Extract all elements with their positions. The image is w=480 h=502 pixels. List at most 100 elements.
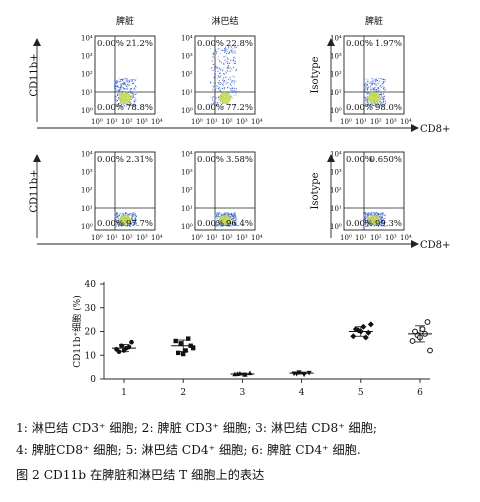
event-dot [125,91,127,93]
event-dot [376,212,378,214]
y-tick-label: 10³ [81,169,93,177]
event-dot [117,94,119,96]
event-dot [114,81,116,83]
event-dot [217,75,219,77]
x-tick-label: 10³ [236,234,248,242]
arrow-head [33,154,41,162]
event-dot [233,80,235,82]
event-dot [116,212,118,214]
event-dot [222,214,224,216]
event-dot [115,85,117,87]
event-dot [223,81,225,83]
event-dot [131,93,133,95]
event-dot [366,82,368,84]
event-dot [118,91,120,93]
event-dot [368,213,370,215]
event-dot [114,87,116,89]
event-dot [128,105,130,107]
event-dot [370,225,372,227]
event-dot [224,47,226,49]
event-dot [131,79,133,81]
event-dot [377,225,379,227]
event-dot [214,215,216,217]
event-dot [372,87,374,89]
event-dot [116,104,118,106]
event-dot [382,83,384,85]
event-dot [231,59,233,61]
event-dot [213,92,215,94]
event-dot [128,84,130,86]
event-dot [377,104,379,106]
event-dot [224,214,226,216]
event-dot [220,82,222,84]
event-dot [384,89,386,91]
event-dot [233,216,235,218]
event-dot [135,91,137,93]
event-dot [218,89,220,91]
event-dot [220,69,222,71]
x-tick-label: 10⁴ [400,118,412,126]
x-tick-label: 10³ [136,118,148,126]
event-dot [380,93,382,95]
event-dot [220,224,222,226]
event-dot [117,215,119,217]
event-dot [132,217,134,219]
event-dot [234,52,236,54]
event-dot [119,212,121,214]
event-dot [230,217,232,219]
event-dot [381,217,383,219]
event-dot [126,84,128,86]
event-dot [124,78,126,80]
event-dot [234,47,236,49]
data-point [183,348,188,353]
event-dot [227,212,229,214]
event-dot [227,79,229,81]
event-dot [232,217,234,219]
event-dot [364,212,366,214]
event-dot [215,214,217,216]
event-dot [116,84,118,86]
event-dot [121,90,123,92]
q-upper-left: 0.00% [197,39,224,49]
event-dot [218,222,220,224]
event-dot [210,104,212,106]
x-tick-label: 10² [370,118,382,126]
event-dot [366,214,368,216]
event-dot [116,95,118,97]
event-dot [366,84,368,86]
event-dot [371,103,373,105]
event-dot [234,219,236,221]
event-dot [374,79,376,81]
event-dot [366,87,368,89]
event-dot [114,103,116,105]
event-dot [119,105,121,107]
event-dot [215,213,217,215]
q-lower-left: 0.00% [346,103,373,113]
event-dot [377,103,379,105]
event-dot [133,89,135,91]
panel-frame [194,151,256,231]
event-dot [217,102,219,104]
event-dot [220,53,222,55]
event-dot [127,87,129,89]
row-xlabel: CD8+ [420,124,450,135]
panel-title: 淋巴结 [211,15,238,27]
event-dot [218,219,220,221]
event-dot [219,68,221,70]
event-dot [372,88,374,90]
event-dot [117,93,119,95]
event-dot [218,222,220,224]
y-tick-label: 10⁴ [330,34,342,42]
event-dot [214,217,216,219]
event-dot [372,104,374,106]
event-dot [383,81,385,83]
event-dot [365,213,367,215]
event-dot [224,212,226,214]
event-dot [213,77,215,79]
event-dot [115,79,117,81]
event-dot [214,59,216,61]
event-dot [129,100,131,102]
event-dot [384,225,386,227]
event-dot [116,80,118,82]
event-dot [365,215,367,217]
